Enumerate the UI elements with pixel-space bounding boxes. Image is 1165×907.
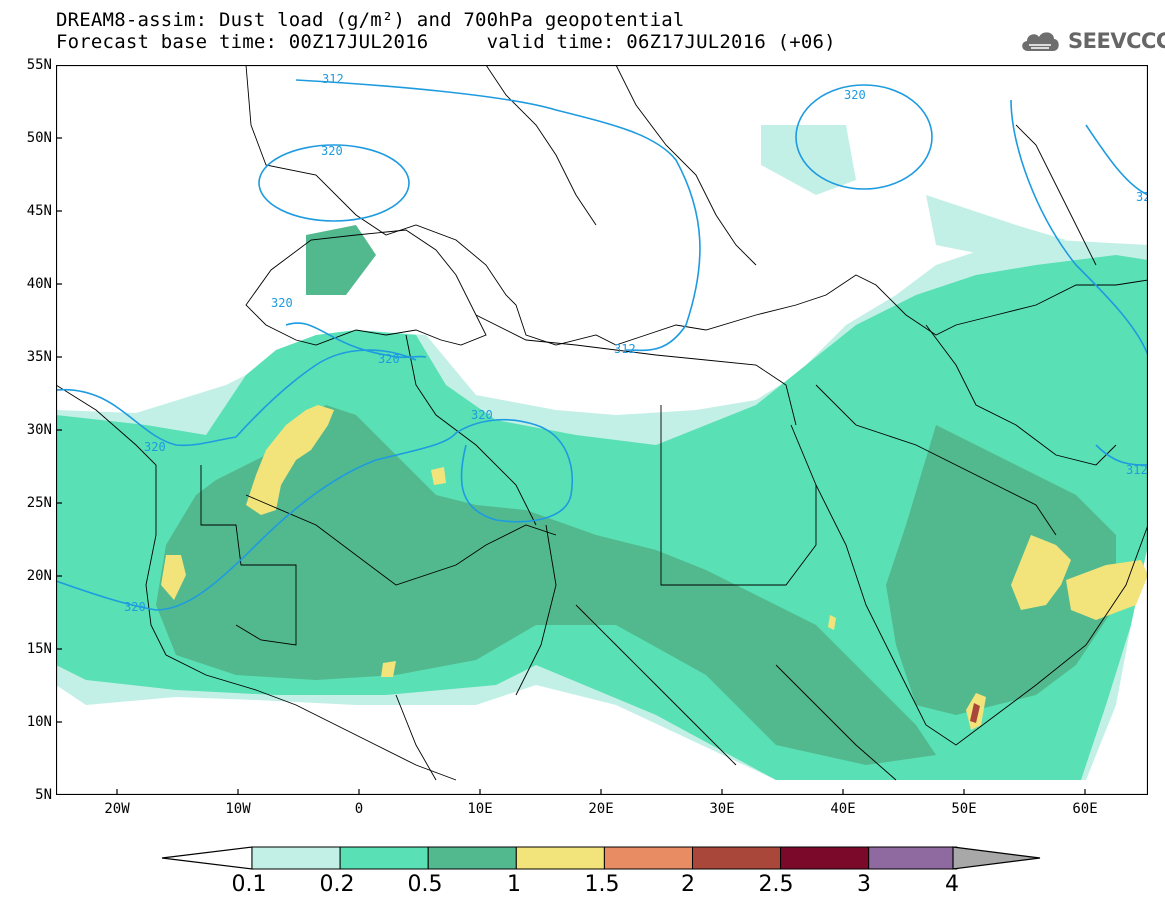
lat-label: 10N bbox=[26, 714, 52, 730]
cloud-logo-icon bbox=[1022, 32, 1059, 51]
colorbar-swatch bbox=[339, 846, 429, 870]
colorbar-label: 1 bbox=[507, 872, 521, 897]
contour-label: 320 bbox=[471, 408, 493, 422]
title-line-2: Forecast base time: 00Z17JUL2016 valid t… bbox=[56, 31, 836, 53]
lon-label: 10W bbox=[225, 801, 251, 817]
colorbar-label: 0.2 bbox=[319, 872, 355, 897]
axis-ticks bbox=[56, 137, 1086, 795]
contour-label: 312 bbox=[322, 72, 344, 86]
colorbar-label: 0.1 bbox=[231, 872, 267, 897]
geopotential-contours bbox=[56, 79, 1148, 611]
lat-label: 45N bbox=[26, 203, 52, 219]
lat-label: 30N bbox=[26, 422, 52, 438]
colorbar-swatch bbox=[868, 846, 958, 870]
contour-label: 320 bbox=[271, 296, 293, 310]
lon-label: 50E bbox=[951, 801, 977, 817]
lat-label: 5N bbox=[35, 787, 52, 803]
contour-label: 320 bbox=[124, 600, 146, 614]
lat-label: 15N bbox=[26, 641, 52, 657]
dust-field-high bbox=[156, 225, 1116, 765]
contour-label: 320 bbox=[844, 88, 866, 102]
colorbar-high-arrow bbox=[952, 846, 1041, 870]
political-borders bbox=[56, 65, 1148, 781]
lon-label: 20W bbox=[104, 801, 130, 817]
colorbar-swatch bbox=[603, 846, 693, 870]
lon-label: 10E bbox=[467, 801, 493, 817]
colorbar bbox=[161, 846, 1041, 870]
title-line-1: DREAM8-assim: Dust load (g/m²) and 700hP… bbox=[56, 9, 685, 31]
lat-label: 55N bbox=[26, 57, 52, 73]
lon-label: 20E bbox=[588, 801, 614, 817]
colorbar-label: 2 bbox=[681, 872, 695, 897]
contour-label: 320 bbox=[378, 352, 400, 366]
colorbar-label: 1.5 bbox=[584, 872, 620, 897]
contour-label: 32 bbox=[1136, 190, 1148, 204]
lon-label: 60E bbox=[1072, 801, 1098, 817]
contour-label: 320 bbox=[321, 144, 343, 158]
colorbar-low-arrow bbox=[161, 846, 253, 870]
lon-label: 40E bbox=[830, 801, 856, 817]
colorbar-swatch bbox=[692, 846, 782, 870]
contour-label-group: 312 320 320 320 320 320 320 320 312 312 … bbox=[124, 72, 1148, 614]
colorbar-swatch bbox=[515, 846, 605, 870]
lon-label: 0 bbox=[354, 801, 364, 817]
dust-field-peak bbox=[161, 405, 1148, 730]
colorbar-swatch bbox=[427, 846, 517, 870]
lat-label: 40N bbox=[26, 276, 52, 292]
contour-label: 312 bbox=[1126, 463, 1148, 477]
lat-label: 20N bbox=[26, 568, 52, 584]
colorbar-swatch bbox=[780, 846, 870, 870]
colorbar-label: 3 bbox=[857, 872, 871, 897]
lat-label: 50N bbox=[26, 130, 52, 146]
colorbar-label: 2.5 bbox=[758, 872, 794, 897]
lat-label: 25N bbox=[26, 495, 52, 511]
seevccc-logo: SEEVCCC bbox=[1018, 24, 1165, 58]
colorbar-label: 0.5 bbox=[407, 872, 443, 897]
contour-label: 312 bbox=[614, 342, 636, 356]
colorbar-swatch bbox=[251, 846, 341, 870]
lon-label: 30E bbox=[709, 801, 735, 817]
dust-map: 312 320 320 320 320 320 320 320 312 312 … bbox=[55, 64, 1149, 796]
map-canvas: 312 320 320 320 320 320 320 320 312 312 … bbox=[55, 64, 1149, 796]
logo-text: SEEVCCC bbox=[1068, 29, 1165, 53]
lat-label: 35N bbox=[26, 349, 52, 365]
colorbar-label: 4 bbox=[945, 872, 959, 897]
dust-field-extreme bbox=[970, 703, 980, 723]
contour-label: 320 bbox=[144, 440, 166, 454]
